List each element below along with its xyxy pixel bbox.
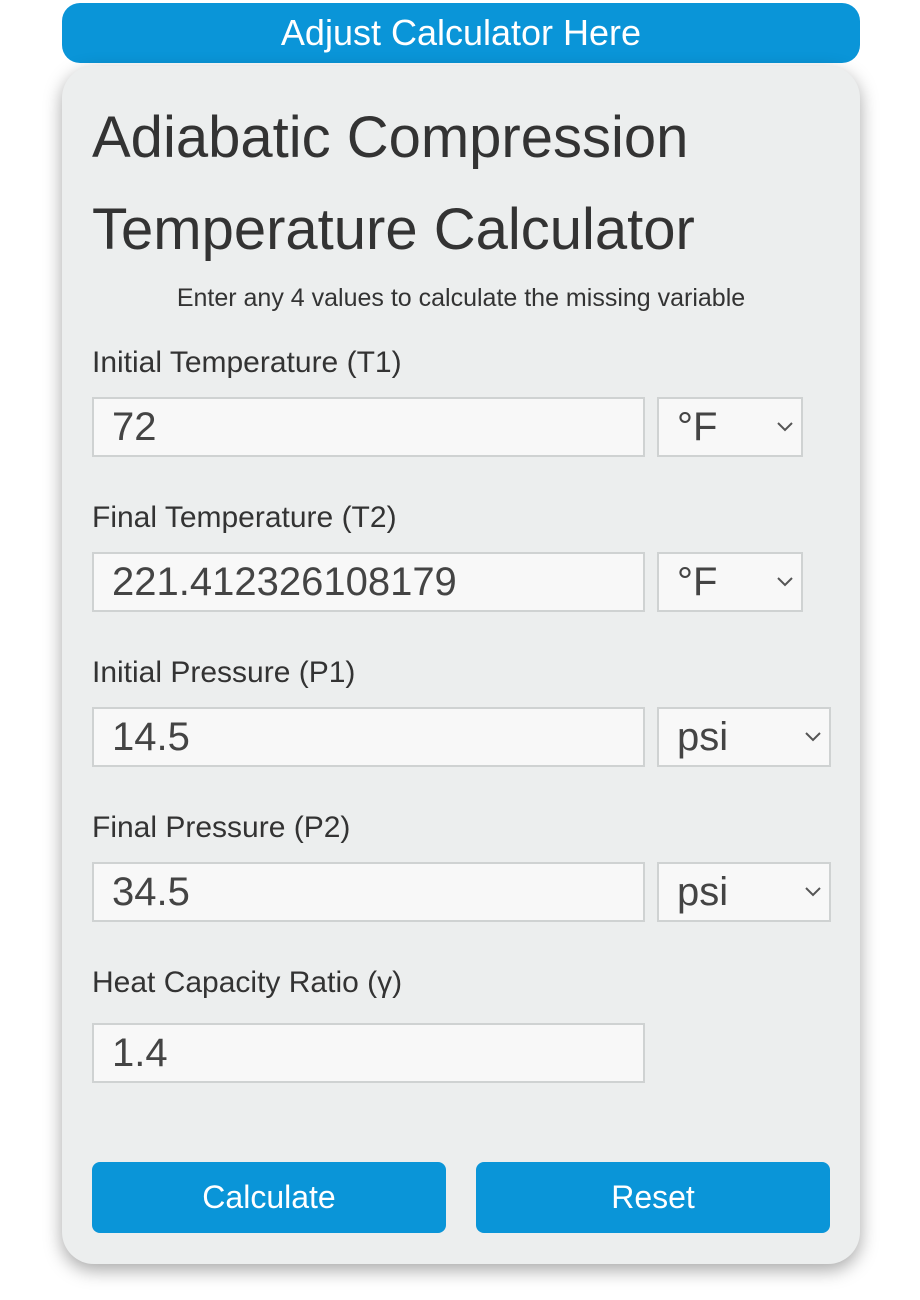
- field-input[interactable]: 72: [92, 397, 645, 457]
- unit-text: psi: [677, 714, 729, 759]
- field-input[interactable]: 1.4: [92, 1023, 645, 1083]
- unit-text: psi: [677, 869, 729, 914]
- calculator-title: Adiabatic Compression Temperature Calcul…: [92, 105, 695, 262]
- field-input[interactable]: 221.412326108179: [92, 552, 645, 612]
- field-label: Final Temperature (T2): [92, 501, 397, 534]
- field-label: Initial Temperature (T1): [92, 346, 402, 379]
- adjust-button[interactable]: Adjust Calculator Here: [62, 3, 860, 63]
- unit-select[interactable]: °F: [657, 397, 803, 457]
- unit-select[interactable]: psi: [657, 707, 831, 767]
- chevron: [777, 577, 793, 587]
- reset-button[interactable]: Reset: [476, 1162, 830, 1233]
- field-label: Heat Capacity Ratio (γ): [92, 966, 403, 999]
- field-input[interactable]: 14.5: [92, 707, 645, 767]
- field-input[interactable]: 34.5: [92, 862, 645, 922]
- unit-text: °F: [677, 404, 718, 449]
- field-label: Final Pressure (P2): [92, 811, 351, 844]
- unit-select[interactable]: °F: [657, 552, 803, 612]
- unit-text: °F: [677, 559, 718, 604]
- unit-select[interactable]: psi: [657, 862, 831, 922]
- chevron: [777, 422, 793, 432]
- chevron: [805, 732, 821, 742]
- chevron: [805, 887, 821, 897]
- field-label: Initial Pressure (P1): [92, 656, 356, 689]
- calculate-button[interactable]: Calculate: [92, 1162, 446, 1233]
- calculator-subtitle: Enter any 4 values to calculate the miss…: [176, 284, 746, 312]
